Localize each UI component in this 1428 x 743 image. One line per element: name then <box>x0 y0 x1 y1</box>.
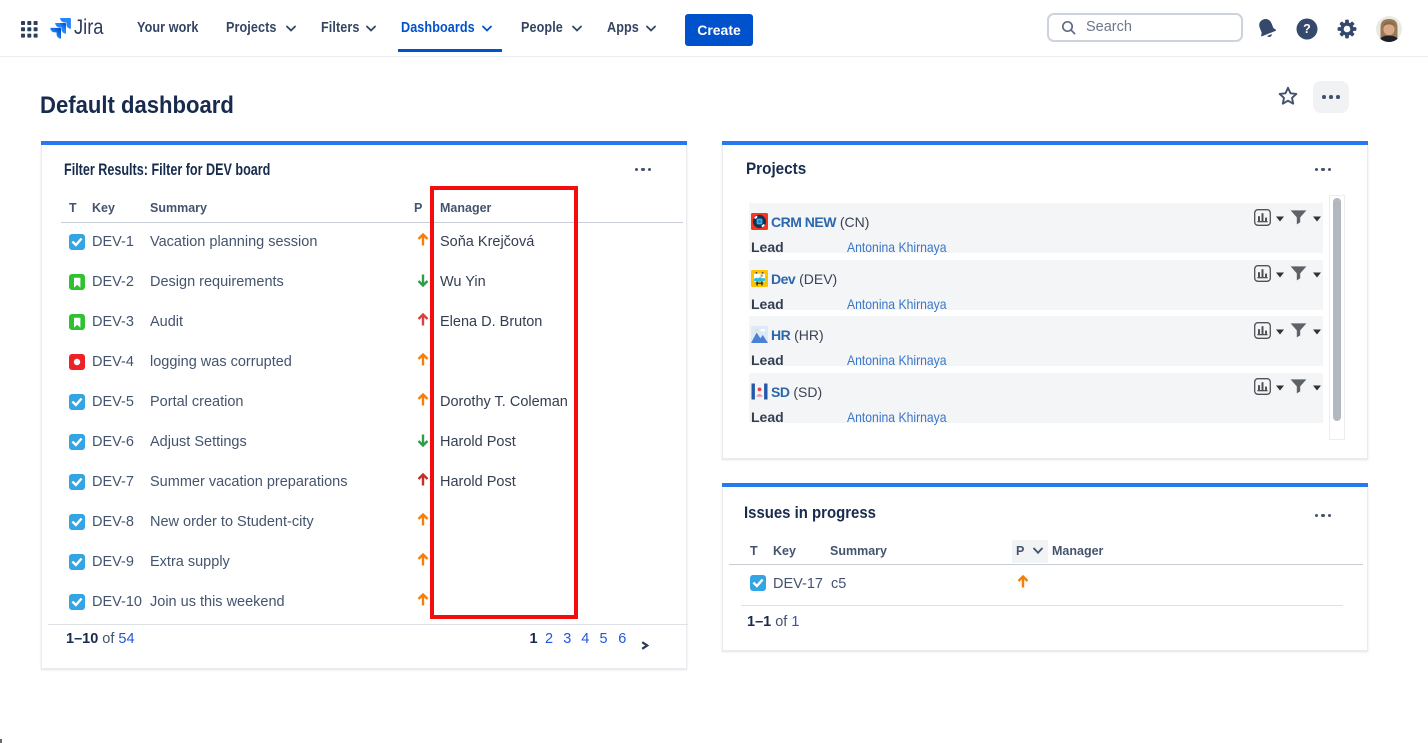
svg-text:?: ? <box>1303 22 1311 36</box>
